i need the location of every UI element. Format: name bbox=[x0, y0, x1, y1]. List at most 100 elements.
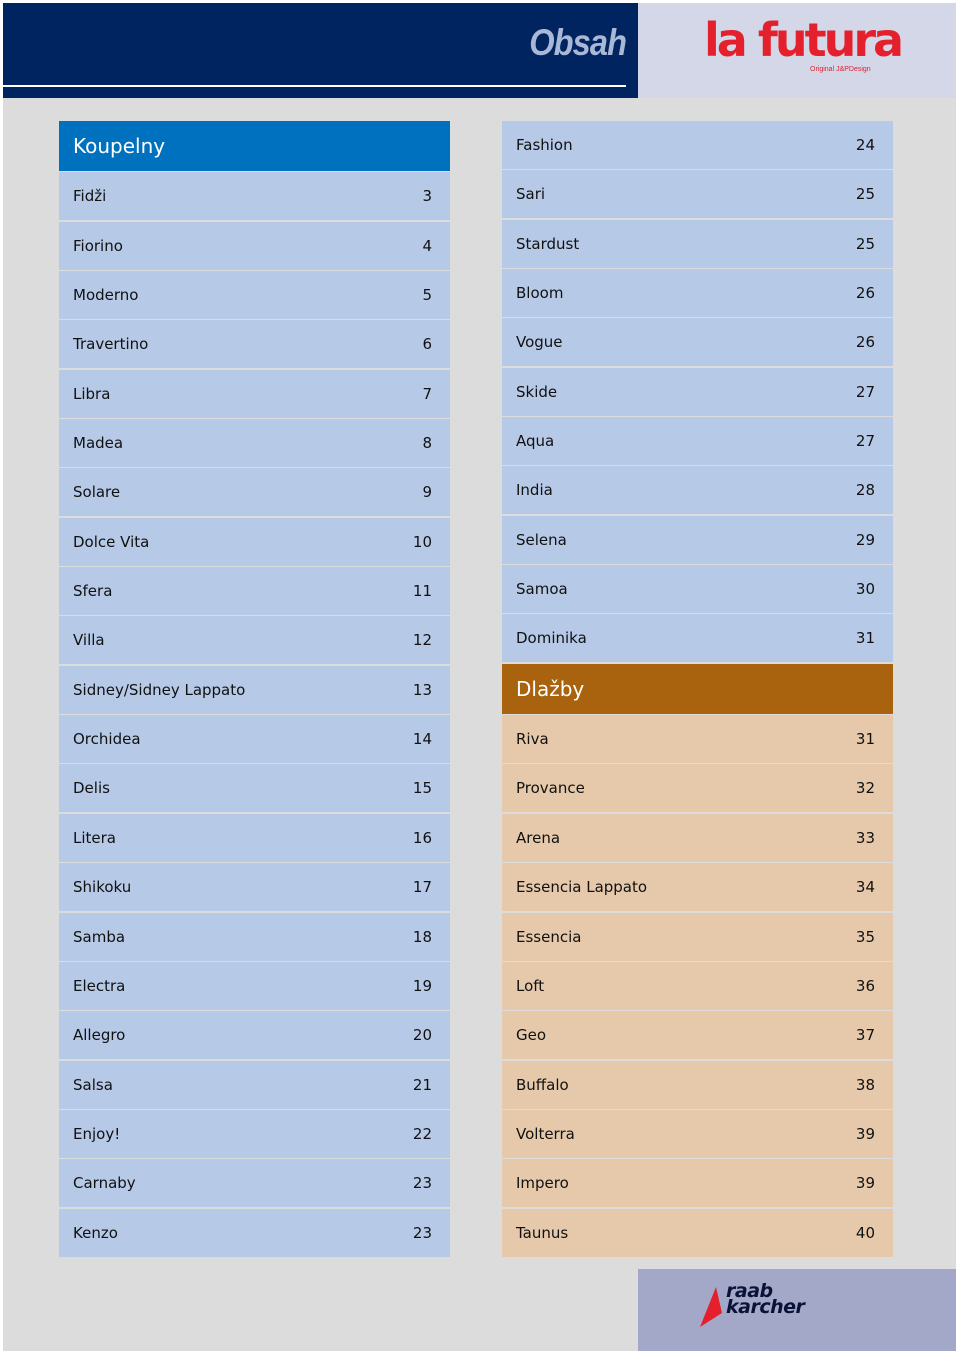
toc-entry[interactable]: Orchidea 14 bbox=[59, 715, 450, 764]
toc-entry[interactable]: Provance 32 bbox=[502, 764, 893, 813]
toc-entry-title: Samba bbox=[73, 927, 126, 946]
toc-entry-page-number: 15 bbox=[412, 779, 432, 798]
logo-tagline: Original J&PDesign bbox=[810, 66, 871, 73]
toc-entry-title: Samoa bbox=[516, 580, 568, 599]
toc-entry[interactable]: Fidži 3 bbox=[59, 172, 450, 221]
toc-entry-title: Kenzo bbox=[73, 1223, 118, 1242]
toc-entry-page-number: 13 bbox=[412, 680, 432, 699]
toc-entry[interactable]: Shikoku 17 bbox=[59, 863, 450, 912]
toc-entry[interactable]: Essencia 35 bbox=[502, 912, 893, 961]
toc-entry-title: Allegro bbox=[73, 1026, 126, 1045]
toc-entry-title: Delis bbox=[73, 779, 110, 798]
toc-entry[interactable]: Travertino 6 bbox=[59, 320, 450, 369]
toc-entry[interactable]: Geo 37 bbox=[502, 1011, 893, 1060]
toc-entry-title: Sfera bbox=[73, 582, 113, 601]
toc-entry-title: Volterra bbox=[516, 1124, 575, 1143]
toc-entry[interactable]: Skide 27 bbox=[502, 367, 893, 416]
toc-entry-page-number: 7 bbox=[422, 384, 432, 403]
toc-entry[interactable]: Samba 18 bbox=[59, 912, 450, 961]
toc-entry[interactable]: Stardust 25 bbox=[502, 219, 893, 268]
toc-entry-title: Dolce Vita bbox=[73, 532, 150, 551]
toc-entry[interactable]: Solare 9 bbox=[59, 468, 450, 517]
toc-entry[interactable]: Samoa 30 bbox=[502, 565, 893, 614]
toc-entry-page-number: 5 bbox=[422, 286, 432, 305]
toc-entry-title: Fiorino bbox=[73, 236, 123, 255]
toc-entry[interactable]: Fiorino 4 bbox=[59, 221, 450, 270]
toc-entry-page-number: 23 bbox=[412, 1223, 432, 1242]
section-heading-dlazby: Dlažby bbox=[502, 663, 893, 714]
toc-entry-page-number: 12 bbox=[412, 631, 432, 650]
toc-entry[interactable]: Selena 29 bbox=[502, 515, 893, 564]
toc-entry[interactable]: Dominika 31 bbox=[502, 614, 893, 663]
toc-entry[interactable]: Impero 39 bbox=[502, 1159, 893, 1208]
toc-entry-title: Carnaby bbox=[73, 1174, 136, 1193]
toc-entry[interactable]: Salsa 21 bbox=[59, 1060, 450, 1109]
toc-entry-title: Fidži bbox=[73, 187, 107, 206]
toc-entry[interactable]: Delis 15 bbox=[59, 764, 450, 813]
toc-entry[interactable]: Sari 25 bbox=[502, 170, 893, 219]
toc-entry[interactable]: India 28 bbox=[502, 466, 893, 515]
toc-entry-page-number: 24 bbox=[855, 136, 875, 154]
toc-entry[interactable]: Dolce Vita 10 bbox=[59, 517, 450, 566]
toc-entry[interactable]: Buffalo 38 bbox=[502, 1060, 893, 1109]
toc-entry[interactable]: Sidney/Sidney Lappato 13 bbox=[59, 665, 450, 714]
toc-entry-title: Dominika bbox=[516, 629, 587, 648]
toc-entry-page-number: 39 bbox=[855, 1124, 875, 1143]
header-band bbox=[3, 3, 638, 98]
toc-entry-title: Riva bbox=[516, 730, 549, 749]
toc-entry-title: Orchidea bbox=[73, 730, 141, 749]
toc-entry-title: Enjoy! bbox=[73, 1124, 121, 1143]
toc-entry[interactable]: Moderno 5 bbox=[59, 271, 450, 320]
toc-entry[interactable]: Enjoy! 22 bbox=[59, 1109, 450, 1158]
toc-entry[interactable]: Taunus 40 bbox=[502, 1208, 893, 1257]
toc-entry[interactable]: Allegro 20 bbox=[59, 1011, 450, 1060]
toc-entry[interactable]: Fashion 24 bbox=[502, 121, 893, 169]
toc-entry-page-number: 38 bbox=[855, 1075, 875, 1094]
toc-entry-title: Geo bbox=[516, 1026, 547, 1045]
toc-entry[interactable]: Kenzo 23 bbox=[59, 1208, 450, 1257]
toc-entry-title: Loft bbox=[516, 976, 545, 995]
toc-entry-page-number: 31 bbox=[855, 629, 875, 648]
toc-entry-page-number: 26 bbox=[855, 284, 875, 303]
toc-entry-page-number: 21 bbox=[412, 1075, 432, 1094]
toc-entry-page-number: 25 bbox=[855, 185, 875, 204]
toc-entry-page-number: 11 bbox=[412, 582, 432, 601]
toc-entry-title: Essencia Lappato bbox=[516, 878, 648, 897]
section-heading-koupelny: Koupelny bbox=[59, 121, 450, 171]
toc-entry-page-number: 25 bbox=[855, 234, 875, 253]
toc-entry[interactable]: Essencia Lappato 34 bbox=[502, 863, 893, 912]
toc-entry-page-number: 29 bbox=[855, 530, 875, 549]
toc-entry[interactable]: Bloom 26 bbox=[502, 269, 893, 318]
toc-entry[interactable]: Volterra 39 bbox=[502, 1109, 893, 1158]
toc-column-left: Koupelny Fidži 3 Fiorino 4 Moderno 5 Travertin… bbox=[59, 121, 450, 1258]
toc-entry[interactable]: Madea 8 bbox=[59, 419, 450, 468]
toc-entry[interactable]: Arena 33 bbox=[502, 813, 893, 862]
footer-logo-panel: raab karcher bbox=[638, 1269, 956, 1351]
toc-entry-page-number: 23 bbox=[412, 1174, 432, 1193]
toc-entry-title: Moderno bbox=[73, 286, 139, 305]
toc-column-right: Fashion 24 Sari 25 Stardust 25 Bloom 26 Vogue 26 S… bbox=[502, 121, 893, 1258]
toc-entry-title: Sidney/Sidney Lappato bbox=[73, 680, 246, 699]
toc-entry[interactable]: Litera 16 bbox=[59, 813, 450, 862]
toc-entry-page-number: 32 bbox=[855, 779, 875, 798]
toc-entry-page-number: 31 bbox=[855, 730, 875, 749]
toc-entry-title: Solare bbox=[73, 483, 121, 502]
toc-entry-title: Essencia bbox=[516, 927, 582, 946]
toc-entry[interactable]: Electra 19 bbox=[59, 961, 450, 1010]
toc-entry-page-number: 37 bbox=[855, 1026, 875, 1045]
toc-entry-title: Shikoku bbox=[73, 878, 132, 897]
toc-entry-title: Arena bbox=[516, 828, 561, 847]
toc-entry-page-number: 26 bbox=[855, 333, 875, 352]
toc-entry-page-number: 30 bbox=[855, 580, 875, 599]
toc-entry[interactable]: Carnaby 23 bbox=[59, 1159, 450, 1208]
toc-entry[interactable]: Villa 12 bbox=[59, 616, 450, 665]
toc-entry[interactable]: Vogue 26 bbox=[502, 318, 893, 367]
toc-entry[interactable]: Libra 7 bbox=[59, 369, 450, 418]
toc-entry-title: Buffalo bbox=[516, 1075, 569, 1094]
toc-entry[interactable]: Riva 31 bbox=[502, 715, 893, 764]
toc-entry-title: Travertino bbox=[73, 335, 149, 354]
toc-entry-title: Taunus bbox=[516, 1223, 569, 1242]
toc-entry[interactable]: Loft 36 bbox=[502, 961, 893, 1010]
toc-entry[interactable]: Sfera 11 bbox=[59, 567, 450, 616]
toc-entry[interactable]: Aqua 27 bbox=[502, 417, 893, 466]
